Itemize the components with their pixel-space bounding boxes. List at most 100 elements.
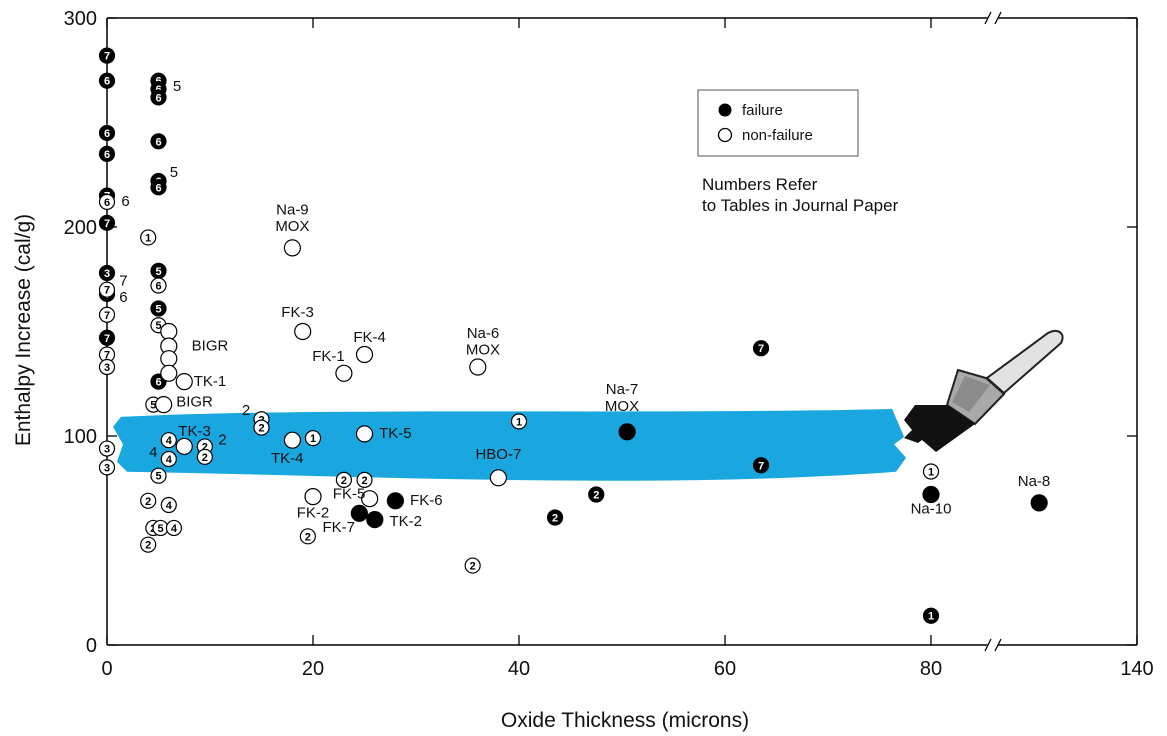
point-marker <box>335 471 352 488</box>
point-number: 1 <box>928 467 934 479</box>
point-marker <box>922 463 940 480</box>
non-failure-point: 5 <box>150 467 167 484</box>
point-marker <box>510 413 528 430</box>
point-marker <box>355 345 374 364</box>
point-marker <box>355 425 374 443</box>
point-annotation: 5 <box>173 78 181 95</box>
non-failure-point: 6 <box>150 277 167 294</box>
y-tick-label: 100 <box>64 426 97 448</box>
point-marker <box>165 519 183 537</box>
point-marker <box>366 510 384 529</box>
x-tick-label: 40 <box>508 658 530 680</box>
point-marker <box>98 306 116 323</box>
point-marker <box>160 322 178 341</box>
point-annotation: MOX <box>605 398 639 415</box>
point-number: 5 <box>155 471 161 483</box>
point-annotation: FK-2 <box>297 505 330 522</box>
non-failure-point <box>160 350 178 368</box>
point-annotation: TK-4 <box>271 450 304 467</box>
point-number: 3 <box>104 362 110 374</box>
point-number: 1 <box>145 232 151 244</box>
point-annotation: MOX <box>466 341 500 358</box>
non-failure-point: 2 <box>335 471 352 488</box>
point-marker <box>922 607 940 624</box>
y-axis-title: Enthalpy Increase (cal/g) <box>12 214 35 446</box>
point-number: 6 <box>155 182 161 194</box>
point-number: 7 <box>758 460 764 472</box>
non-failure-point: 2 <box>299 528 316 545</box>
point-annotation: FK-3 <box>281 304 314 321</box>
point-marker <box>588 486 605 503</box>
point-marker <box>150 89 167 106</box>
non-failure-point <box>335 364 353 382</box>
point-marker <box>98 145 116 162</box>
failure-point: 5 <box>150 300 167 317</box>
non-failure-point <box>489 469 507 487</box>
non-failure-point: 2 <box>140 492 157 509</box>
point-number: 6 <box>155 281 161 293</box>
note-line-1: Numbers Refer <box>702 175 818 194</box>
failure-point: 7 <box>98 329 116 346</box>
point-annotations: Na-9MOXFK-3FK-4FK-1Na-6MOXNa-7MOXBIGRTK-… <box>119 78 1050 536</box>
y-tick-label: 200 <box>64 217 97 239</box>
point-marker <box>546 509 564 526</box>
x-axis-top-break-mark <box>984 11 1002 25</box>
non-failure-point: 4 <box>160 432 177 449</box>
point-annotation: FK-5 <box>333 486 366 503</box>
point-annotation: Na-6 <box>467 325 500 342</box>
point-number: 5 <box>155 320 161 332</box>
non-failure-point: 2 <box>464 557 481 574</box>
point-annotation: FK-1 <box>312 348 345 365</box>
point-number: 3 <box>104 462 110 474</box>
point-number: 7 <box>104 285 110 297</box>
failure-point: 1 <box>922 607 940 624</box>
non-failure-point <box>283 239 301 257</box>
point-annotation: 6 <box>119 289 127 306</box>
legend-box <box>697 89 859 157</box>
point-marker <box>150 179 167 196</box>
point-marker <box>464 557 481 574</box>
failure-point: 6 <box>98 72 116 89</box>
point-annotation: Na-10 <box>911 500 952 517</box>
failure-point: 7 <box>98 214 116 231</box>
point-number: 7 <box>104 310 110 322</box>
point-marker <box>350 504 368 522</box>
point-number: 1 <box>310 433 316 445</box>
point-number: 6 <box>155 377 161 389</box>
non-failure-point <box>294 322 312 341</box>
point-annotation: FK-4 <box>353 329 386 346</box>
point-annotation: TK-5 <box>379 425 412 442</box>
point-marker <box>98 459 116 476</box>
point-marker <box>98 281 116 298</box>
point-annotation: TK-2 <box>389 513 422 530</box>
non-failure-point: 2 <box>196 448 213 465</box>
x-axis-bottom-break-mark <box>984 638 1002 652</box>
non-failure-point <box>160 322 178 341</box>
legend-non-failure-marker <box>717 127 733 143</box>
point-marker <box>98 193 116 211</box>
non-failure-point: 1 <box>922 463 940 480</box>
y-tick-label: 0 <box>86 635 97 657</box>
point-annotation: MOX <box>275 218 309 235</box>
non-failure-point: 7 <box>98 346 116 363</box>
non-failure-point <box>355 425 374 443</box>
failure-point: 6 <box>150 133 167 150</box>
point-marker <box>160 450 177 468</box>
point-marker <box>299 528 316 545</box>
point-annotation: Na-7 <box>606 381 639 398</box>
non-failure-point <box>469 358 487 376</box>
point-marker <box>150 467 167 484</box>
point-marker <box>98 47 116 64</box>
point-annotation: 7 <box>119 273 127 290</box>
point-number: 2 <box>470 561 476 573</box>
point-marker <box>150 300 167 317</box>
non-failure-point: 1 <box>140 229 157 246</box>
x-tick-label: 140 <box>1120 658 1153 680</box>
point-annotation: 4 <box>149 444 157 461</box>
failure-point: 7 <box>98 47 116 64</box>
point-marker <box>175 437 193 456</box>
non-failure-point <box>155 396 173 414</box>
point-marker <box>160 432 177 449</box>
point-marker <box>304 429 322 447</box>
